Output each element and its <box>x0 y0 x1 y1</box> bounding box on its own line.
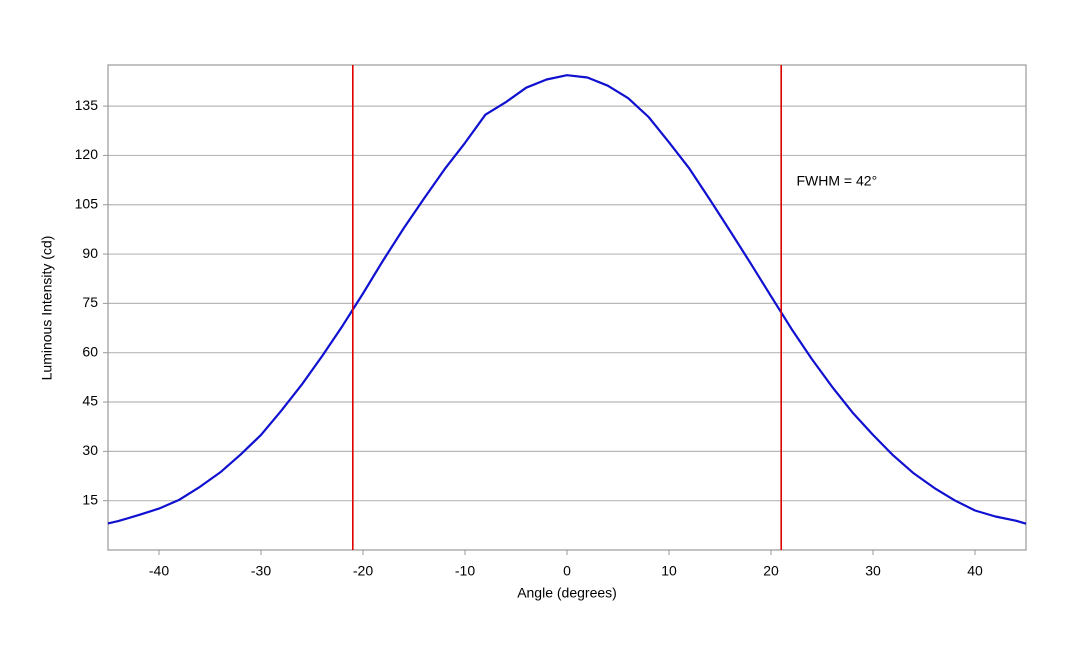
x-tick-label: 10 <box>661 563 677 579</box>
plot-frame <box>107 64 1027 551</box>
y-tick-label: 15 <box>82 491 98 507</box>
x-axis-label: Angle (degrees) <box>517 585 617 601</box>
y-tick-label: 75 <box>82 294 98 310</box>
y-tick-label: 135 <box>75 97 99 113</box>
x-tick-label: -20 <box>353 563 373 579</box>
y-tick-label: 30 <box>82 442 98 458</box>
annotation: FWHM = 42° <box>797 172 878 188</box>
x-tick-label: -30 <box>251 563 271 579</box>
y-tick-label: 90 <box>82 245 98 261</box>
x-tick-label: -40 <box>149 563 169 579</box>
y-tick-label: 45 <box>82 393 98 409</box>
x-tick-label: 40 <box>967 563 983 579</box>
y-axis-label: Luminous Intensity (cd) <box>39 236 55 381</box>
x-tick-label: 20 <box>763 563 779 579</box>
y-tick-label: 60 <box>82 343 98 359</box>
x-tick-label: 30 <box>865 563 881 579</box>
y-tick-label: 120 <box>75 146 99 162</box>
x-tick-label: 0 <box>563 563 571 579</box>
data-line <box>107 74 1027 525</box>
y-tick-label: 105 <box>75 195 99 211</box>
x-tick-label: -10 <box>455 563 475 579</box>
